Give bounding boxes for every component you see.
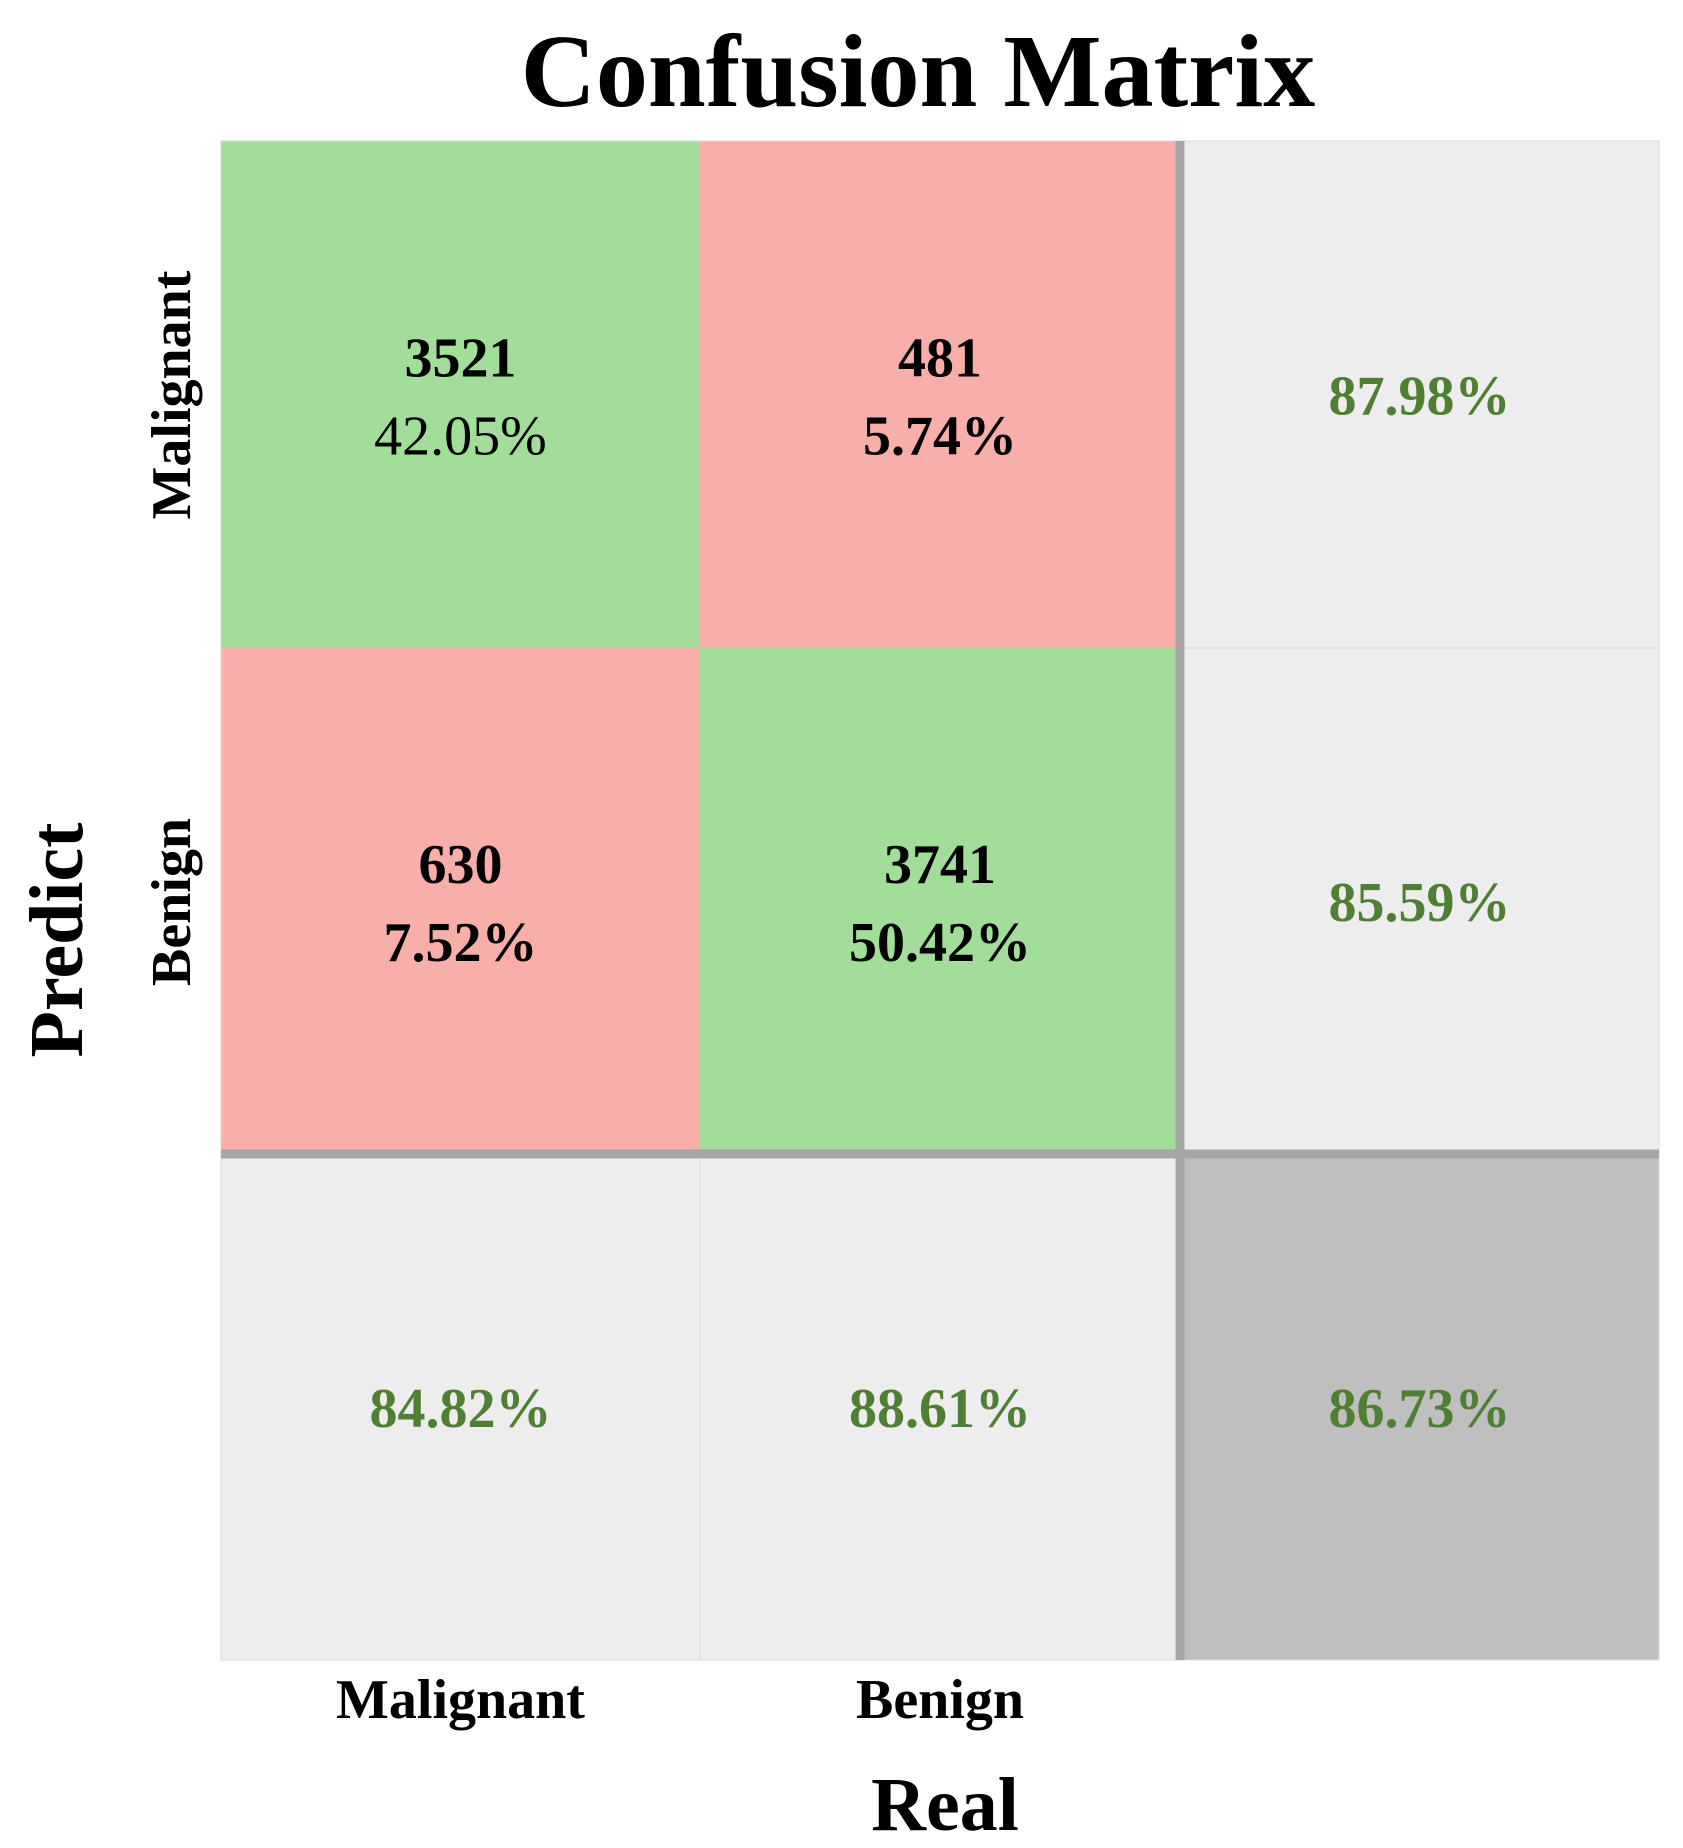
chart-title: Confusion Matrix <box>521 14 1315 129</box>
col-summary-value-1: 84.82% <box>370 1378 552 1440</box>
vertical-separator <box>1175 141 1185 1660</box>
overall-value: 86.73% <box>1329 1378 1511 1440</box>
cell-count-1-2: 481 <box>898 328 982 390</box>
cell-percent-1-2: 5.74% <box>863 406 1017 468</box>
matrix-cell-1-1 <box>221 141 700 648</box>
cell-count-2-2: 3741 <box>884 834 996 896</box>
x-tick-label-2: Benign <box>856 1669 1024 1731</box>
matrix-separators <box>220 140 1660 1661</box>
cell-percent-1-1: 42.05% <box>374 406 547 468</box>
col-summary-value-2: 88.61% <box>849 1378 1031 1440</box>
cell-percent-2-1: 7.52% <box>384 912 538 974</box>
matrix-cell-2-2 <box>700 648 1180 1154</box>
horizontal-separator <box>221 1149 1659 1159</box>
matrix-cell-2-1 <box>221 648 700 1154</box>
x-tick-label-1: Malignant <box>336 1669 585 1731</box>
y-tick-label-1: Malignant <box>141 270 203 519</box>
cell-count-2-1: 630 <box>419 834 503 896</box>
row-summary-value-1: 87.98% <box>1329 366 1511 428</box>
overall-cell <box>1180 1154 1659 1660</box>
matrix-labels: Malignant Benign Malignant Benign <box>141 270 1024 1731</box>
matrix-border <box>220 140 1660 1661</box>
matrix-cell-1-2 <box>700 141 1180 648</box>
cell-count-1-1: 3521 <box>405 328 517 390</box>
col-summary-cell-2 <box>699 1153 1181 1661</box>
x-axis-title: Real <box>871 1763 1019 1847</box>
row-summary-cell-2 <box>1179 647 1660 1155</box>
y-axis-title: Predict <box>15 823 99 1058</box>
matrix-cells: 3521 42.05% 481 5.74% 630 7.52% 3741 50.42% 87.9… <box>220 140 1660 1661</box>
cell-percent-2-2: 50.42% <box>849 912 1031 974</box>
y-tick-label-2: Benign <box>141 818 203 986</box>
row-summary-value-2: 85.59% <box>1329 872 1511 934</box>
row-summary-cell-1 <box>1179 140 1660 649</box>
